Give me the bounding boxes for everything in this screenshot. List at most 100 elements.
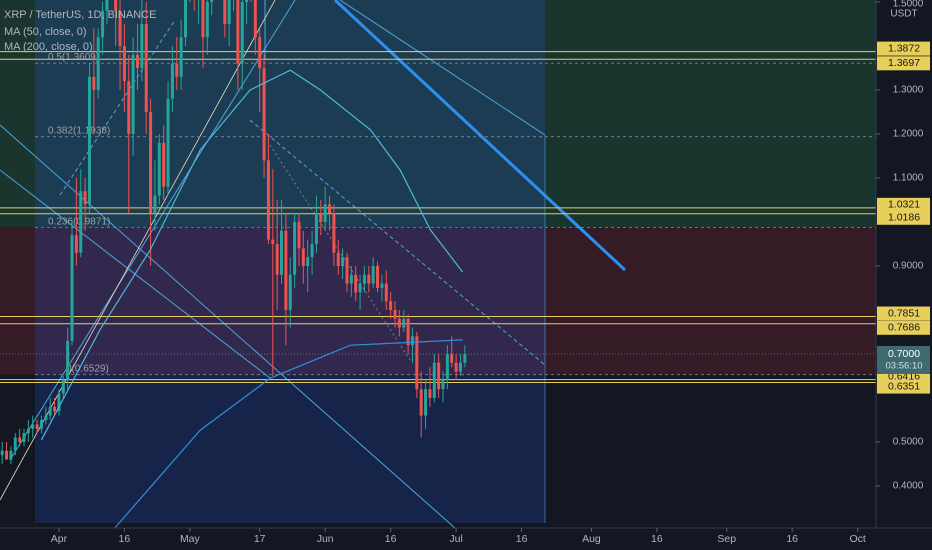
candle-body (253, 0, 257, 38)
candle-body (397, 318, 401, 328)
candle-body (101, 10, 105, 38)
level-tag (877, 197, 930, 212)
candle-body (227, 0, 231, 24)
level-label: 0.7851 (888, 307, 920, 319)
fib-label: 0.382(1.1938) (48, 125, 110, 136)
candle-body (70, 235, 74, 341)
candle-body (384, 283, 388, 302)
candle-body (306, 257, 310, 266)
candle-body (210, 0, 214, 2)
x-tick-label: 16 (786, 533, 798, 545)
last-price-label: 0.7000 (888, 348, 920, 360)
candle-body (153, 195, 157, 214)
channel-line (339, 0, 546, 136)
fib-label: 0(0.6529) (66, 363, 109, 374)
candle-body (297, 221, 301, 249)
candle-body (271, 239, 275, 244)
x-tick-label: 16 (651, 533, 663, 545)
level-tag (877, 210, 930, 225)
candle-body (170, 63, 174, 99)
level-tag (877, 56, 930, 71)
last-price-tag (877, 345, 930, 374)
candle-body (96, 37, 100, 90)
candle-body (105, 0, 109, 11)
y-tick-label: 1.1000 (893, 173, 924, 184)
ma-line (40, 69, 464, 441)
level-tag (877, 41, 930, 56)
candle-body (53, 406, 57, 412)
x-tick-label: Oct (849, 533, 865, 545)
candle-body (258, 37, 262, 68)
candle-body (402, 318, 406, 328)
candle-body (454, 362, 458, 372)
fib-zone-lower (0, 227, 876, 375)
legend-entry: MA (200, close, 0) (4, 41, 93, 53)
candle-body (328, 204, 332, 214)
candle-body (87, 76, 91, 205)
level-label: 1.3872 (888, 42, 920, 54)
candle-body (415, 336, 419, 390)
x-tick-label: 17 (254, 533, 266, 545)
candle-body (127, 81, 131, 134)
x-tick-label: Sep (717, 533, 736, 545)
trend-line (9, 0, 296, 461)
candle-body (419, 389, 423, 416)
y-tick-label: 1.3000 (893, 85, 924, 96)
y-tick-label: 1.2000 (893, 129, 924, 140)
candle-body (61, 380, 65, 394)
candle-body (131, 54, 135, 134)
dashed-line (249, 119, 546, 366)
candle-body (310, 243, 314, 258)
candle-body (301, 248, 305, 266)
x-tick-label: May (180, 533, 201, 545)
candle-body (437, 362, 441, 390)
candle-body (157, 142, 161, 196)
candle-body (114, 0, 118, 11)
candle-body (83, 191, 87, 205)
x-tick-label: 16 (119, 533, 131, 545)
level-label: 0.7686 (888, 322, 920, 334)
candle-body (44, 415, 48, 420)
candle-body (18, 437, 22, 442)
candle-body (376, 265, 380, 288)
x-tick-label: Apr (51, 533, 68, 545)
fib-label: 0.5(1.3609) (48, 52, 99, 63)
level-tag (877, 379, 930, 394)
candle-body (410, 336, 414, 346)
candle-body (0, 450, 4, 456)
candle-body (380, 283, 384, 288)
candle-body (149, 111, 153, 214)
candle-body (323, 204, 327, 222)
candle-body (319, 213, 323, 222)
currency-label: USDT (890, 9, 917, 20)
candle-body (336, 252, 340, 266)
candle-body (275, 243, 279, 275)
candle-body (445, 353, 449, 381)
candle-body (424, 389, 428, 416)
candle-body (345, 257, 349, 284)
candle-body (48, 406, 52, 416)
y-tick-label: 0.4000 (893, 481, 924, 492)
candle-body (332, 213, 336, 253)
countdown: 03:56:10 (886, 360, 923, 371)
candle-body (26, 428, 30, 434)
candle-body (79, 191, 83, 253)
candle-body (349, 274, 353, 284)
candle-body (358, 283, 362, 293)
ma-line (113, 339, 463, 528)
trend-line-bold (333, 0, 627, 272)
candle-body (135, 54, 139, 68)
candle-body (223, 0, 227, 24)
candle-body (236, 0, 240, 64)
x-tick-label: 16 (385, 533, 397, 545)
candle-body (314, 213, 318, 244)
candle-body (66, 340, 70, 381)
candle-body (122, 45, 126, 82)
candle-body (179, 37, 183, 77)
y-tick-label: 0.9000 (893, 261, 924, 272)
candle-body (441, 380, 445, 390)
candle-body (389, 301, 393, 310)
candle-body (92, 76, 96, 90)
level-label: 1.0321 (888, 199, 920, 211)
